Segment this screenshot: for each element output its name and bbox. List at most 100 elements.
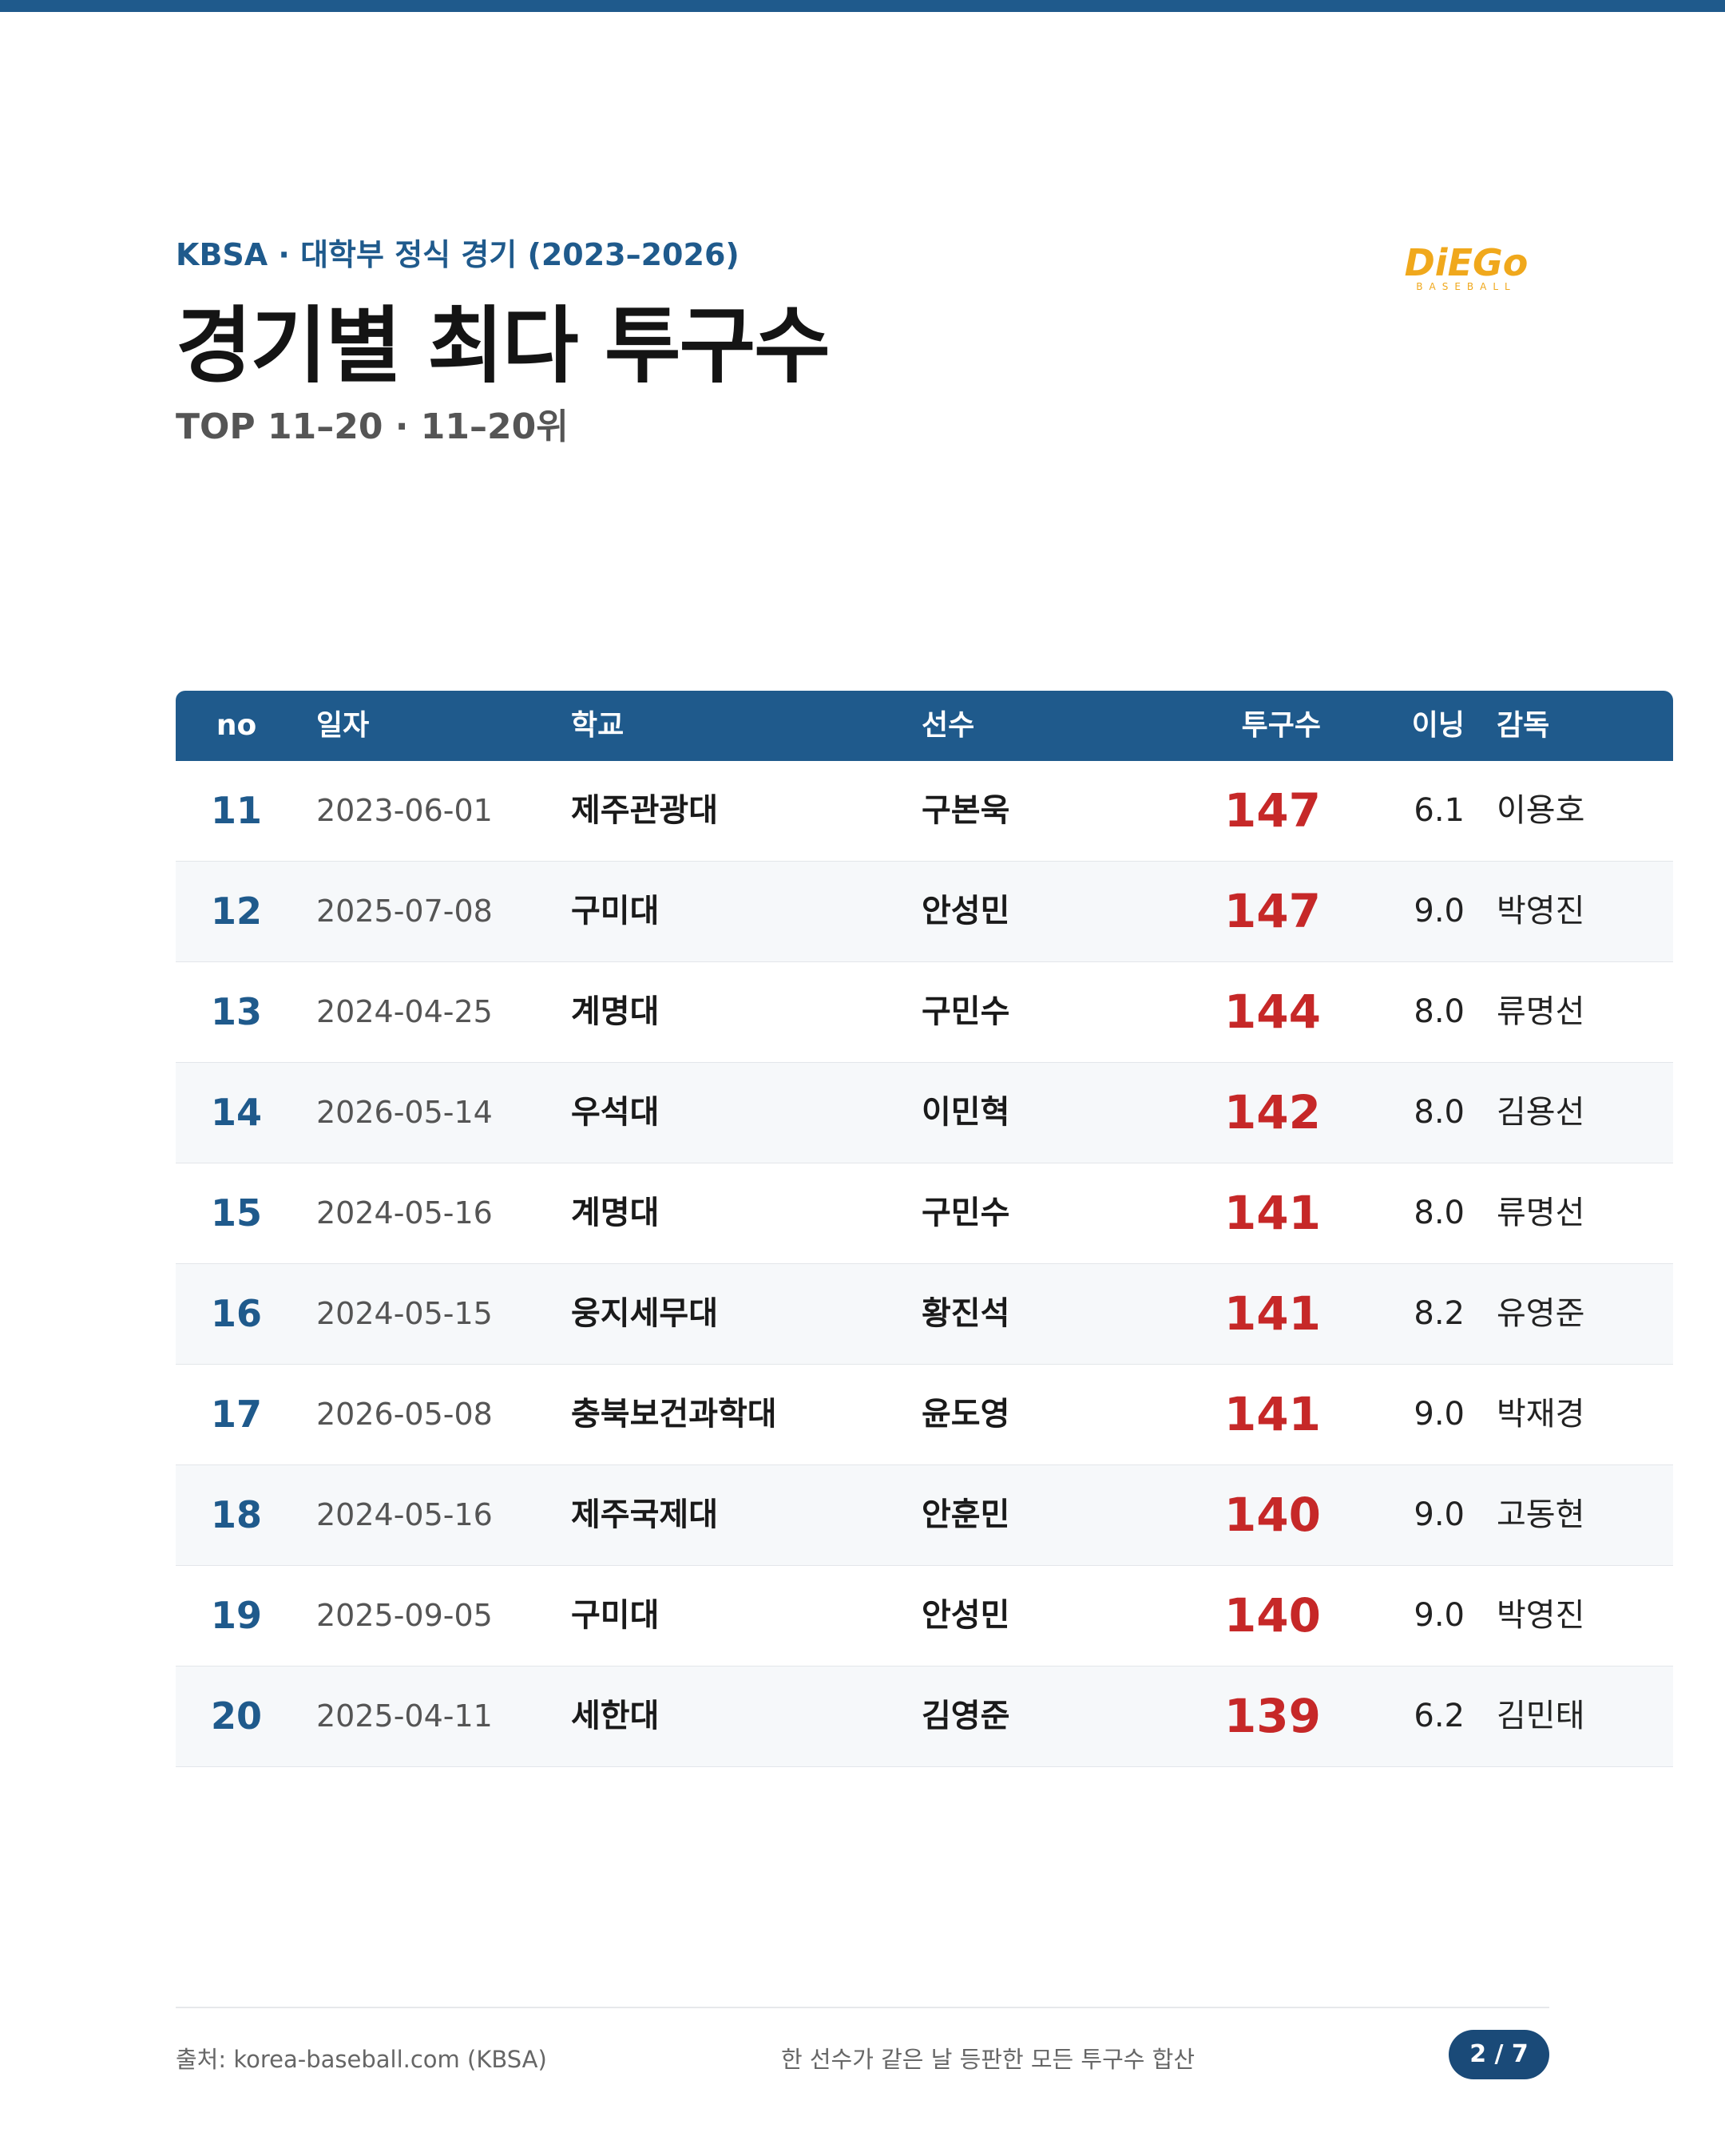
- player-cell: 안성민: [922, 1597, 1010, 1634]
- table: no 일자 학교 선수 투구수 이닝 감독 11 2023-06-01 제주관광대 구본욱 147 6…: [176, 691, 1673, 1767]
- manager-cell: 박영진: [1497, 893, 1585, 929]
- date-cell: 2024-05-16: [316, 1195, 493, 1231]
- page-indicator: 2 / 7: [1449, 2030, 1549, 2079]
- innings-cell: 9.0: [1414, 1496, 1465, 1533]
- column-header: no: [216, 709, 257, 742]
- no-cell: 17: [210, 1393, 262, 1436]
- date-cell: 2024-05-16: [316, 1497, 493, 1532]
- school-cell: 구미대: [571, 893, 660, 929]
- player-cell: 구본욱: [922, 792, 1010, 829]
- school-cell: 계명대: [571, 1195, 660, 1231]
- date-cell: 2025-04-11: [316, 1698, 493, 1734]
- manager-cell: 이용호: [1497, 792, 1585, 829]
- pitches-cell: 147: [1223, 783, 1321, 838]
- player-cell: 이민혁: [922, 1094, 1010, 1131]
- date-cell: 2026-05-08: [316, 1397, 493, 1432]
- school-cell: 제주관광대: [571, 792, 718, 829]
- table-row: 14 2026-05-14 우석대 이민혁 142 8.0 김용선: [176, 1063, 1673, 1163]
- school-cell: 웅지세무대: [571, 1295, 718, 1332]
- manager-cell: 김용선: [1497, 1094, 1585, 1131]
- logo-tag: BASEBALL: [1416, 281, 1517, 292]
- no-cell: 16: [210, 1292, 262, 1335]
- pitches-cell: 140: [1223, 1588, 1321, 1643]
- date-cell: 2024-05-15: [316, 1296, 493, 1331]
- pitches-cell: 141: [1223, 1186, 1321, 1240]
- school-cell: 계명대: [571, 993, 660, 1030]
- pitches-cell: 139: [1223, 1689, 1321, 1743]
- no-cell: 12: [210, 890, 262, 933]
- column-header: 투구수: [1241, 709, 1321, 742]
- column-header: 일자: [316, 709, 370, 742]
- manager-cell: 류명선: [1497, 1195, 1585, 1231]
- column-header: 이닝: [1411, 709, 1465, 742]
- date-cell: 2025-09-05: [316, 1598, 493, 1633]
- table-row: 17 2026-05-08 충북보건과학대 윤도영 141 9.0 박재경: [176, 1365, 1673, 1465]
- date-cell: 2025-07-08: [316, 894, 493, 929]
- table-row: 18 2024-05-16 제주국제대 안훈민 140 9.0 고동현: [176, 1465, 1673, 1566]
- innings-cell: 6.2: [1414, 1698, 1465, 1734]
- top-bar: [0, 0, 1725, 12]
- no-cell: 14: [210, 1091, 262, 1134]
- table-row: 13 2024-04-25 계명대 구민수 144 8.0 류명선: [176, 962, 1673, 1063]
- innings-cell: 8.2: [1414, 1295, 1465, 1332]
- column-header: 학교: [571, 709, 625, 742]
- kicker: KBSA · 대학부 정식 경기 (2023–2026): [176, 237, 740, 272]
- date-cell: 2024-04-25: [316, 994, 493, 1029]
- date-cell: 2023-06-01: [316, 793, 493, 828]
- subtitle: TOP 11–20 · 11–20위: [176, 406, 569, 447]
- pitches-cell: 141: [1223, 1286, 1321, 1341]
- innings-cell: 9.0: [1414, 893, 1465, 929]
- player-cell: 구민수: [922, 993, 1010, 1030]
- innings-cell: 8.0: [1414, 1195, 1465, 1231]
- player-cell: 안훈민: [922, 1496, 1010, 1533]
- logo-name: DiEGo: [1404, 241, 1529, 284]
- pitches-cell: 140: [1223, 1488, 1321, 1542]
- innings-cell: 9.0: [1414, 1597, 1465, 1634]
- manager-cell: 박재경: [1497, 1396, 1585, 1433]
- innings-cell: 8.0: [1414, 993, 1465, 1030]
- table-row: 12 2025-07-08 구미대 안성민 147 9.0 박영진: [176, 862, 1673, 962]
- no-cell: 13: [210, 990, 262, 1033]
- no-cell: 18: [210, 1493, 262, 1536]
- column-header: 선수: [922, 709, 975, 742]
- manager-cell: 김민태: [1497, 1698, 1585, 1734]
- manager-cell: 고동현: [1497, 1496, 1585, 1533]
- table-row: 11 2023-06-01 제주관광대 구본욱 147 6.1 이용호: [176, 761, 1673, 862]
- player-cell: 윤도영: [922, 1396, 1010, 1433]
- school-cell: 세한대: [571, 1698, 660, 1734]
- player-cell: 안성민: [922, 893, 1010, 929]
- pitches-cell: 142: [1223, 1085, 1321, 1139]
- footer-source: 출처: korea-baseball.com (KBSA): [176, 2046, 547, 2073]
- column-header: 감독: [1497, 709, 1550, 742]
- innings-cell: 6.1: [1414, 792, 1465, 829]
- table-row: 20 2025-04-11 세한대 김영준 139 6.2 김민태: [176, 1667, 1673, 1767]
- school-cell: 우석대: [571, 1094, 660, 1131]
- player-cell: 황진석: [922, 1295, 1010, 1332]
- innings-cell: 9.0: [1414, 1396, 1465, 1433]
- footer-divider: [176, 2007, 1549, 2008]
- school-cell: 충북보건과학대: [571, 1396, 777, 1433]
- no-cell: 20: [210, 1694, 262, 1738]
- footer-note: 한 선수가 같은 날 등판한 모든 투구수 합산: [780, 2046, 1196, 2073]
- school-cell: 구미대: [571, 1597, 660, 1634]
- no-cell: 19: [210, 1594, 262, 1637]
- player-cell: 김영준: [922, 1698, 1010, 1734]
- pitches-cell: 144: [1223, 985, 1321, 1039]
- manager-cell: 유영준: [1497, 1295, 1585, 1332]
- no-cell: 15: [210, 1191, 262, 1235]
- school-cell: 제주국제대: [571, 1496, 718, 1533]
- table-row: 19 2025-09-05 구미대 안성민 140 9.0 박영진: [176, 1566, 1673, 1667]
- no-cell: 11: [210, 789, 262, 832]
- pitches-cell: 147: [1223, 884, 1321, 938]
- table-header: no 일자 학교 선수 투구수 이닝 감독: [176, 691, 1673, 761]
- title: 경기별 최다 투구수: [176, 297, 831, 394]
- player-cell: 구민수: [922, 1195, 1010, 1231]
- manager-cell: 박영진: [1497, 1597, 1585, 1634]
- table-row: 15 2024-05-16 계명대 구민수 141 8.0 류명선: [176, 1163, 1673, 1264]
- pitches-cell: 141: [1223, 1387, 1321, 1441]
- logo: DiEGo BASEBALL: [1386, 244, 1546, 292]
- date-cell: 2026-05-14: [316, 1095, 493, 1130]
- innings-cell: 8.0: [1414, 1094, 1465, 1131]
- manager-cell: 류명선: [1497, 993, 1585, 1030]
